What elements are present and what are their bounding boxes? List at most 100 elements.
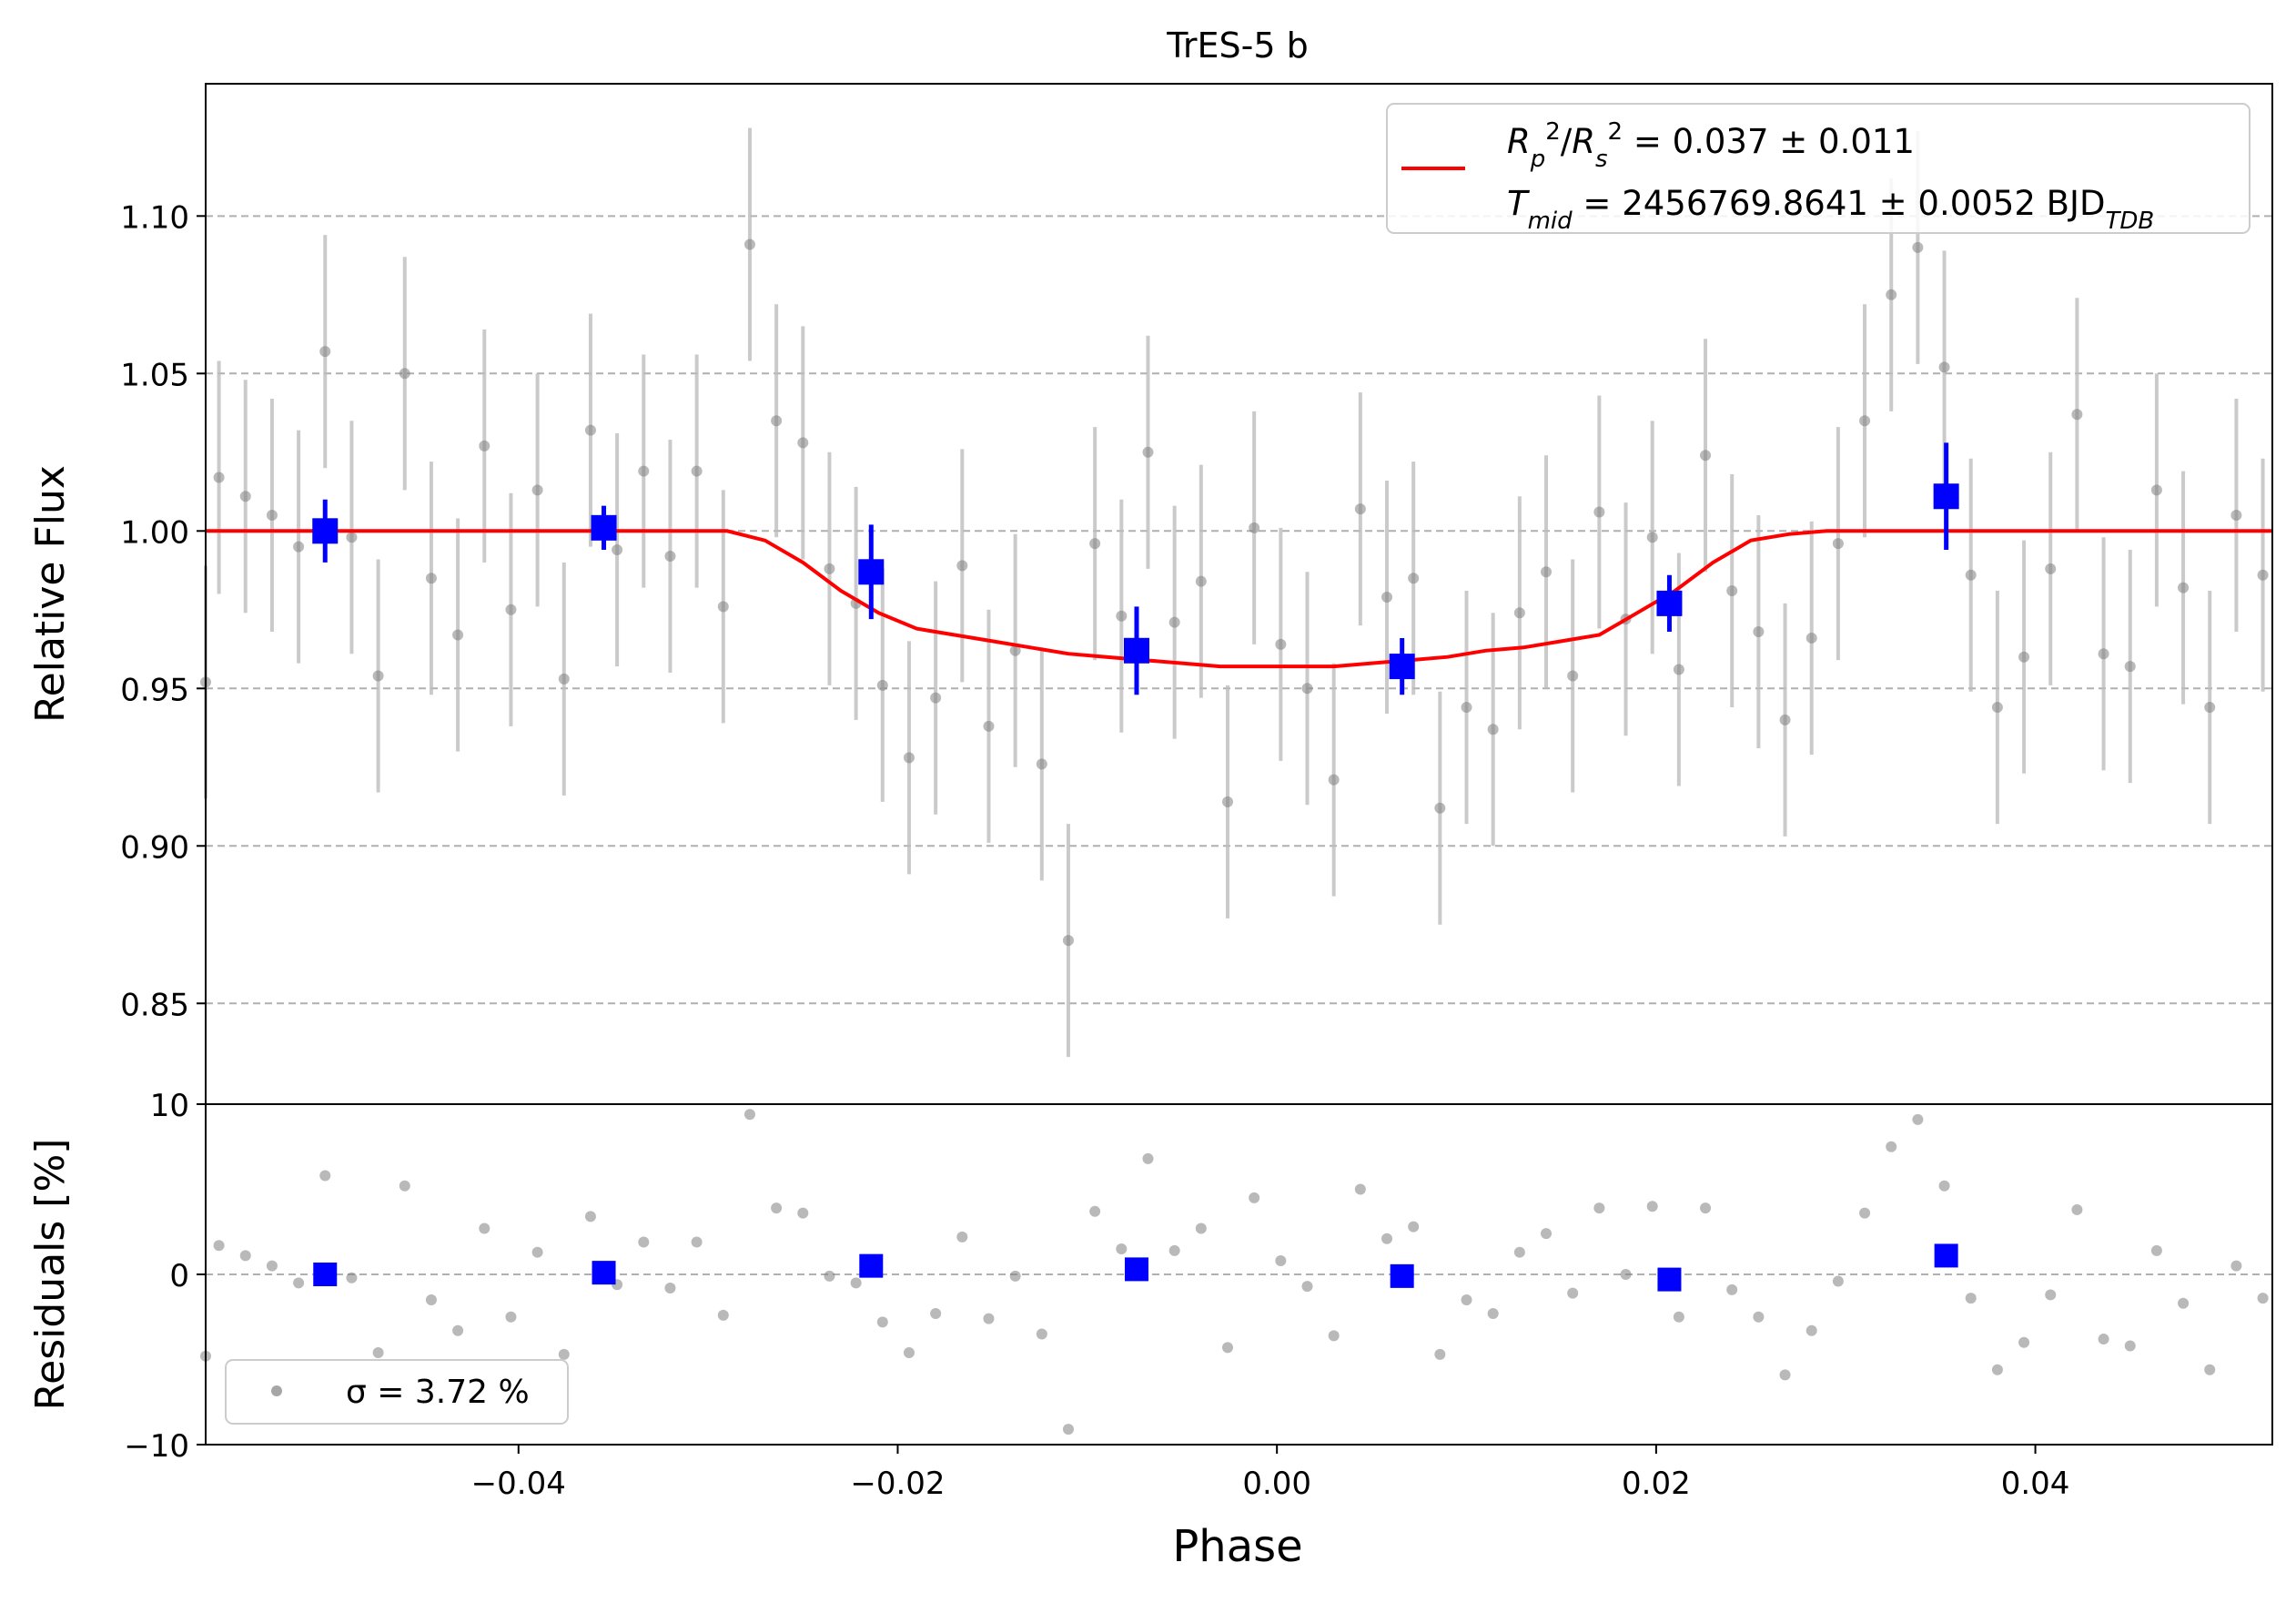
residual-binned-point [1657, 1267, 1682, 1292]
residual-raw-point [1062, 1424, 1074, 1436]
flux-raw-point [1593, 506, 1605, 518]
flux-raw-point [1381, 591, 1393, 603]
residual-raw-point [266, 1260, 278, 1272]
flux-raw-point [1487, 724, 1499, 736]
residual-raw-point [1541, 1228, 1553, 1240]
residuals-y-ticks: −10 0 10 [124, 1088, 206, 1465]
flux-raw-point [638, 465, 650, 477]
phase-x-tick-label: −0.04 [471, 1466, 566, 1502]
flux-raw-point [2178, 582, 2190, 594]
residuals-panel: −10 0 10 −0.04 −0.02 0.00 0.02 0.04 Residuals … [27, 1088, 2273, 1572]
flux-raw-point [983, 720, 995, 732]
residual-raw-point [1354, 1183, 1366, 1195]
residual-raw-point [1487, 1308, 1499, 1320]
residual-raw-point [239, 1250, 251, 1262]
residual-raw-point [2230, 1260, 2242, 1272]
flux-raw-point [558, 673, 570, 685]
flux-raw-point [452, 629, 464, 641]
chart-title: TrES-5 b [1166, 25, 1308, 66]
residual-raw-point [638, 1236, 650, 1248]
flux-raw-point [717, 601, 729, 613]
residual-raw-point [1779, 1369, 1791, 1381]
flux-panel: 0.85 0.90 0.95 1.00 1.05 1.10 Relative Flux R… [27, 83, 2273, 1105]
flux-binned-point [591, 514, 617, 541]
residual-raw-point [876, 1316, 888, 1328]
residual-raw-point [425, 1294, 437, 1306]
residuals-y-tick-label: 0 [169, 1258, 189, 1294]
flux-binned-point [1389, 654, 1415, 680]
flux-raw-point [1195, 575, 1207, 587]
flux-binned-point [858, 559, 885, 585]
flux-legend-entry-1: Rp2/Rs2 = 0.037 ± 0.011 [1507, 118, 1915, 173]
phase-x-axis-label: Phase [1172, 1521, 1302, 1572]
flux-raw-point [1965, 569, 1977, 581]
residual-raw-point [399, 1180, 410, 1192]
residual-raw-point [346, 1272, 358, 1283]
flux-raw-point [1221, 796, 1233, 807]
flux-raw-point [1938, 361, 1950, 373]
residual-raw-point [1673, 1311, 1684, 1323]
residual-raw-point [452, 1324, 464, 1336]
residual-raw-point [1700, 1202, 1712, 1214]
residuals-binned-points [313, 1243, 1958, 1292]
flux-raw-point [266, 510, 278, 522]
residual-raw-point [1249, 1192, 1260, 1203]
residual-raw-point [717, 1309, 729, 1321]
flux-y-tick-label: 1.10 [120, 199, 189, 236]
flux-raw-point [1036, 758, 1047, 770]
residual-raw-point [1513, 1246, 1525, 1258]
residual-raw-point [2098, 1334, 2109, 1345]
residual-raw-point [1009, 1270, 1021, 1282]
flux-legend: Rp2/Rs2 = 0.037 ± 0.011 Tmid = 2456769.8… [1386, 103, 2250, 235]
residual-raw-point [1195, 1223, 1207, 1234]
residual-raw-point [2178, 1297, 2190, 1309]
flux-raw-point [1513, 607, 1525, 619]
flux-raw-point [1567, 670, 1579, 682]
flux-raw-point [771, 415, 783, 427]
residual-raw-point [531, 1246, 543, 1258]
residual-raw-point [1142, 1152, 1154, 1164]
flux-y-tick-label: 0.90 [120, 829, 189, 866]
residual-raw-point [1753, 1311, 1765, 1323]
residual-raw-point [956, 1231, 968, 1243]
residual-binned-point [592, 1261, 616, 1285]
flux-raw-point [479, 440, 491, 451]
residual-raw-point [558, 1348, 570, 1360]
flux-raw-point [824, 563, 835, 574]
residual-raw-point [691, 1236, 703, 1248]
residual-raw-point [213, 1240, 225, 1252]
flux-binned-point [312, 518, 339, 544]
flux-raw-point [2045, 563, 2057, 574]
flux-binned-point [1656, 590, 1683, 616]
residuals-legend-marker [271, 1385, 282, 1396]
flux-raw-point [1673, 664, 1684, 675]
residual-raw-point [1301, 1281, 1313, 1293]
residuals-raw-points [200, 1109, 2269, 1436]
flux-legend-entry-2: Tmid = 2456769.8641 ± 0.0052 BJDTDB [1507, 184, 2154, 235]
residual-raw-point [903, 1347, 915, 1359]
flux-raw-point [1142, 446, 1154, 458]
phase-x-ticks: −0.04 −0.02 0.00 0.02 0.04 [471, 1445, 2069, 1502]
residual-raw-point [1221, 1342, 1233, 1354]
flux-raw-point [1062, 935, 1074, 947]
flux-raw-points [200, 127, 2269, 1058]
flux-raw-point [2124, 661, 2136, 673]
flux-raw-point [2230, 510, 2242, 522]
residual-binned-point [313, 1263, 338, 1286]
flux-raw-point [743, 238, 755, 250]
flux-binned-point [1933, 483, 1959, 510]
flux-raw-point [1328, 774, 1340, 786]
residual-raw-point [1089, 1205, 1101, 1217]
flux-raw-point [1646, 532, 1658, 543]
flux-raw-point [797, 437, 809, 449]
flux-y-tick-label: 0.85 [120, 987, 189, 1023]
flux-raw-point [213, 472, 225, 483]
flux-y-tick-label: 0.95 [120, 672, 189, 708]
flux-raw-point [1753, 626, 1765, 638]
flux-raw-point [876, 679, 888, 691]
flux-raw-point [691, 465, 703, 477]
flux-raw-point [1700, 450, 1712, 462]
flux-raw-point [1301, 683, 1313, 695]
residual-raw-point [479, 1223, 491, 1234]
